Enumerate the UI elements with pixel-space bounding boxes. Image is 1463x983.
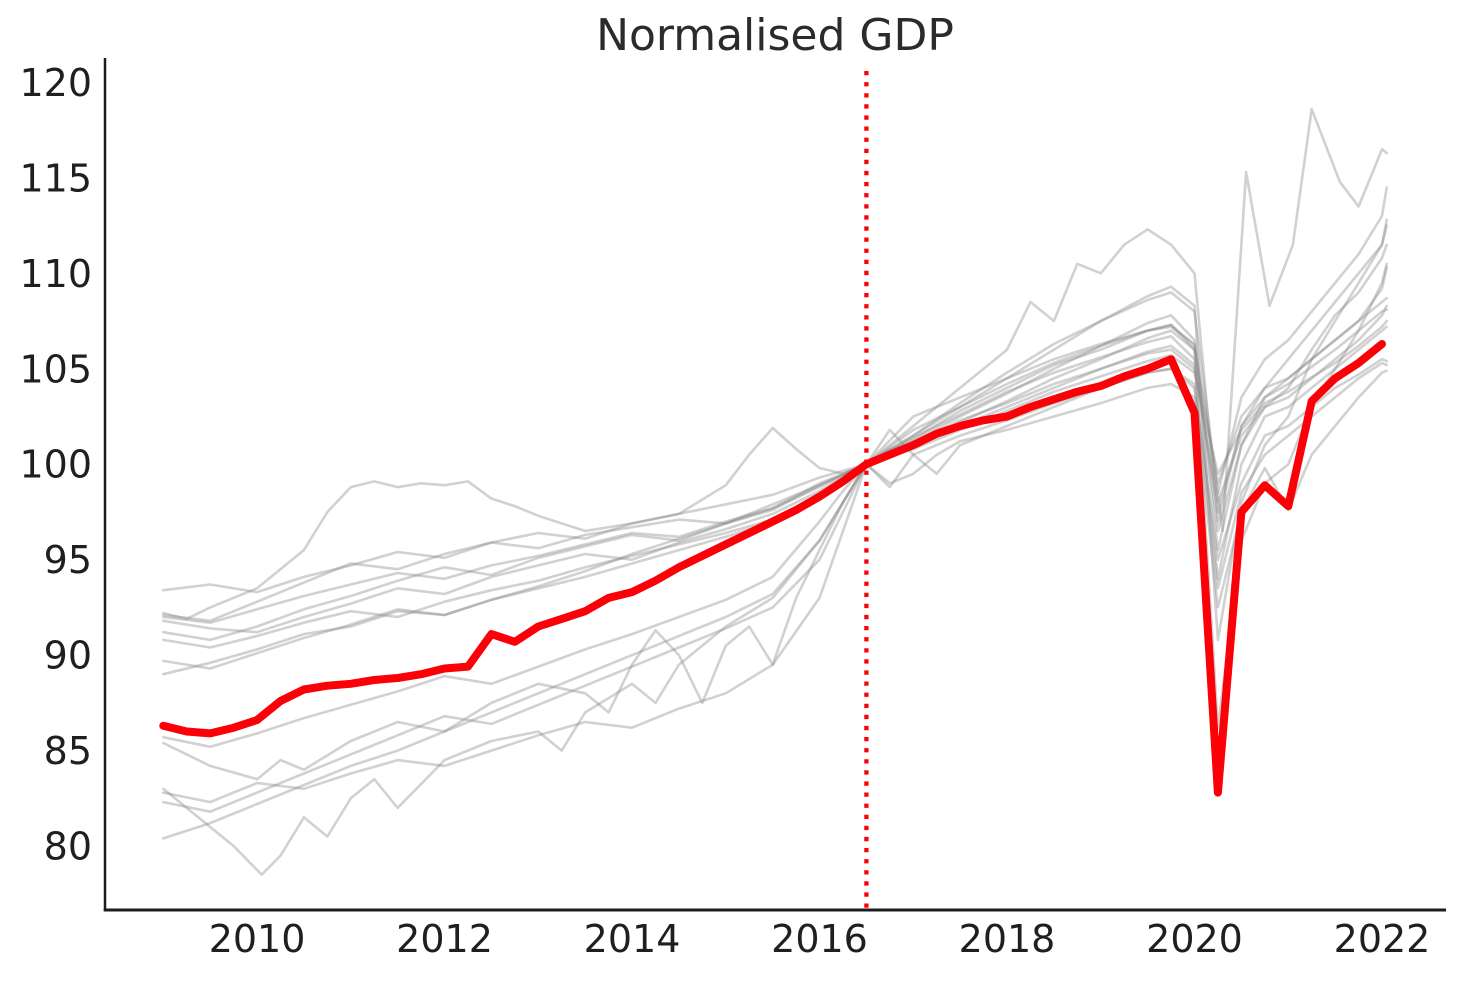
y-tick-label-95: 95 xyxy=(44,538,92,582)
x-tick-label-2010: 2010 xyxy=(209,917,306,961)
y-tick-label-120: 120 xyxy=(19,61,92,105)
background-series-line-series-11 xyxy=(162,296,1388,877)
y-tick-label-80: 80 xyxy=(44,825,92,869)
chart-title: Normalised GDP xyxy=(596,10,954,61)
background-series-line-series-4 xyxy=(162,357,1388,621)
y-tick-label-115: 115 xyxy=(19,156,92,200)
background-series-line-series-14 xyxy=(162,224,1388,840)
background-series-line-series-3 xyxy=(162,218,1388,676)
x-tick-label-2020: 2020 xyxy=(1146,917,1243,961)
highlight-line xyxy=(159,340,1386,797)
background-series-line-series-13 xyxy=(162,262,1388,814)
background-series-line-series-10 xyxy=(162,361,1388,781)
background-series-line-series-6 xyxy=(162,243,1388,642)
y-tick-label-100: 100 xyxy=(19,443,92,487)
y-tick-label-85: 85 xyxy=(44,729,92,773)
x-tick-label-2016: 2016 xyxy=(771,917,868,961)
background-series-line-series-12 xyxy=(162,369,1388,804)
x-tick-label-2022: 2022 xyxy=(1334,917,1431,961)
background-series-line-series-1 xyxy=(162,107,1388,623)
x-tick-label-2014: 2014 xyxy=(584,917,681,961)
y-tick-label-105: 105 xyxy=(19,347,92,391)
y-tick-label-110: 110 xyxy=(19,252,92,296)
y-tick-label-90: 90 xyxy=(44,634,92,678)
x-tick-label-2012: 2012 xyxy=(396,917,493,961)
x-tick-label-2018: 2018 xyxy=(959,917,1056,961)
